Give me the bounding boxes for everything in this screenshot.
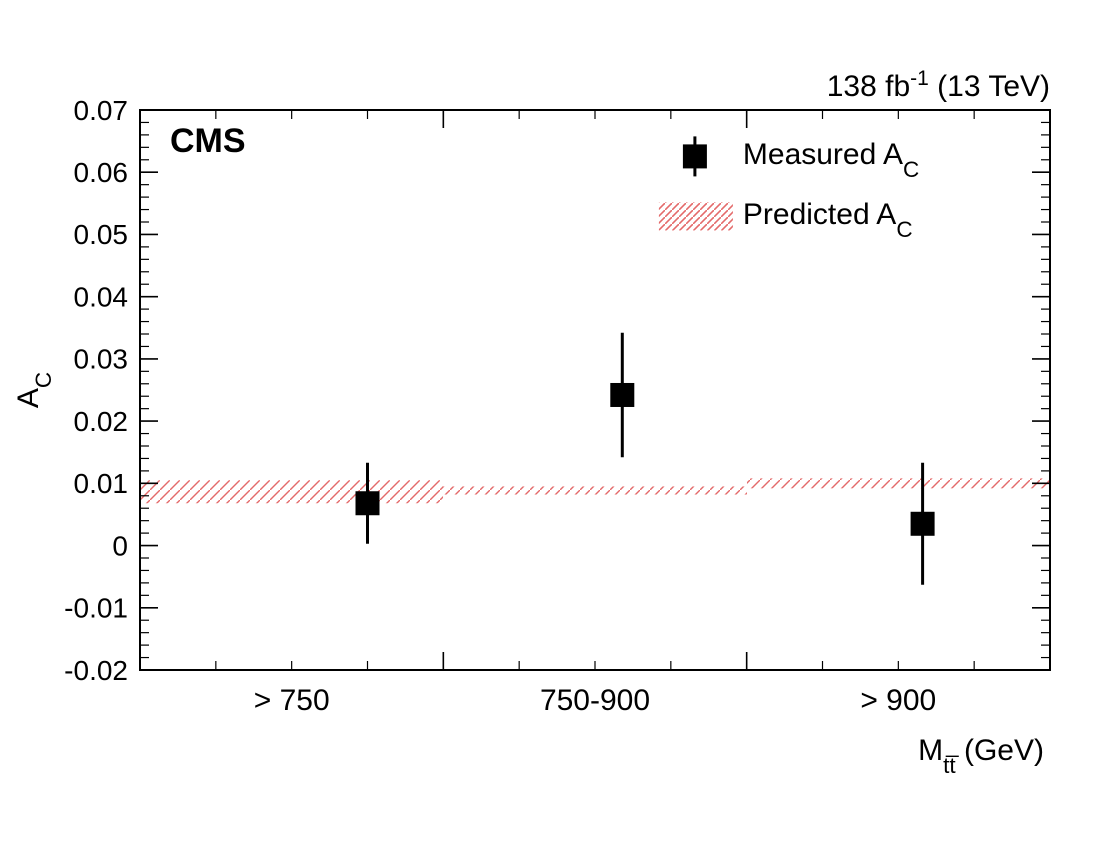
svg-text:> 900: > 900 <box>860 684 936 717</box>
chart-container: -0.02 -0.01 0 0.01 0.02 0.03 0.04 0.05 0.06 0.07 >… <box>0 0 1100 850</box>
svg-text:-0.02: -0.02 <box>64 655 128 686</box>
svg-text:0.05: 0.05 <box>74 219 129 250</box>
svg-text:0.06: 0.06 <box>74 157 129 188</box>
chart-svg: -0.02 -0.01 0 0.01 0.02 0.03 0.04 0.05 0.06 0.07 >… <box>0 0 1100 850</box>
svg-text:-0.01: -0.01 <box>64 593 128 624</box>
svg-text:0.07: 0.07 <box>74 95 129 126</box>
svg-text:0.01: 0.01 <box>74 468 129 499</box>
svg-text:138 fb-1 (13 TeV): 138 fb-1 (13 TeV) <box>827 67 1050 104</box>
svg-text:0.02: 0.02 <box>74 406 129 437</box>
svg-text:0: 0 <box>112 530 128 561</box>
svg-text:0.04: 0.04 <box>74 281 129 312</box>
svg-text:750-900: 750-900 <box>540 684 650 717</box>
svg-text:0.03: 0.03 <box>74 344 129 375</box>
svg-text:CMS: CMS <box>170 122 246 160</box>
svg-text:> 750: > 750 <box>254 684 330 717</box>
